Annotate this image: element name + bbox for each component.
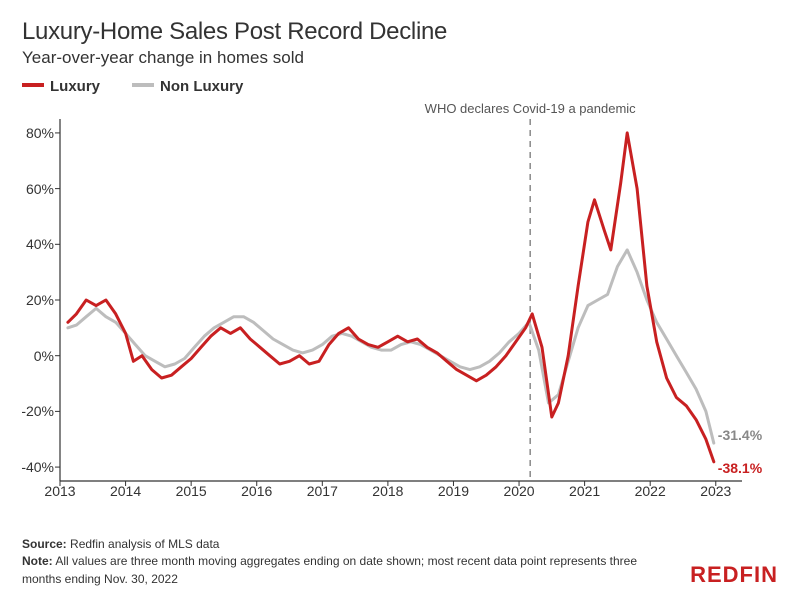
y-tick-label: 0%	[14, 348, 54, 364]
y-tick-label: 80%	[14, 125, 54, 141]
legend-swatch-nonluxury	[132, 83, 154, 87]
x-tick-label: 2020	[503, 483, 534, 499]
x-tick-label: 2023	[700, 483, 731, 499]
x-tick-label: 2017	[307, 483, 338, 499]
y-tick-label: 40%	[14, 236, 54, 252]
y-tick-label: -20%	[14, 403, 54, 419]
x-tick-label: 2014	[110, 483, 141, 499]
y-tick-label: 20%	[14, 292, 54, 308]
y-tick-label: 60%	[14, 181, 54, 197]
y-tick-label: -40%	[14, 459, 54, 475]
footer-note-label: Note:	[22, 554, 53, 568]
chart-svg	[22, 101, 778, 501]
x-tick-label: 2018	[372, 483, 403, 499]
legend-swatch-luxury	[22, 83, 44, 87]
legend-label-luxury: Luxury	[50, 78, 100, 95]
legend: Luxury Non Luxury	[22, 78, 778, 95]
chart-subtitle: Year-over-year change in homes sold	[22, 48, 778, 68]
x-tick-label: 2016	[241, 483, 272, 499]
x-tick-label: 2015	[176, 483, 207, 499]
chart-title: Luxury-Home Sales Post Record Decline	[22, 18, 778, 46]
pandemic-annotation: WHO declares Covid-19 a pandemic	[425, 101, 636, 116]
x-tick-label: 2019	[438, 483, 469, 499]
x-tick-label: 2021	[569, 483, 600, 499]
brand-logo: REDFIN	[690, 562, 778, 588]
chart-container: { "title": "Luxury-Home Sales Post Recor…	[0, 0, 800, 600]
end-label-nonluxury: -31.4%	[718, 427, 762, 443]
legend-label-nonluxury: Non Luxury	[160, 78, 243, 95]
end-label-luxury: -38.1%	[718, 460, 762, 476]
footer-note-text: All values are three month moving aggreg…	[22, 554, 637, 585]
footer-source: Source: Redfin analysis of MLS data	[22, 536, 778, 553]
chart-footer: Source: Redfin analysis of MLS data Note…	[22, 536, 778, 588]
legend-item-luxury: Luxury	[22, 78, 100, 95]
legend-item-nonluxury: Non Luxury	[132, 78, 243, 95]
x-tick-label: 2022	[635, 483, 666, 499]
x-tick-label: 2013	[44, 483, 75, 499]
footer-source-text: Redfin analysis of MLS data	[70, 537, 219, 551]
footer-note: Note: All values are three month moving …	[22, 553, 642, 588]
footer-source-label: Source:	[22, 537, 67, 551]
chart-plot-area: WHO declares Covid-19 a pandemic -31.4% …	[22, 101, 778, 501]
